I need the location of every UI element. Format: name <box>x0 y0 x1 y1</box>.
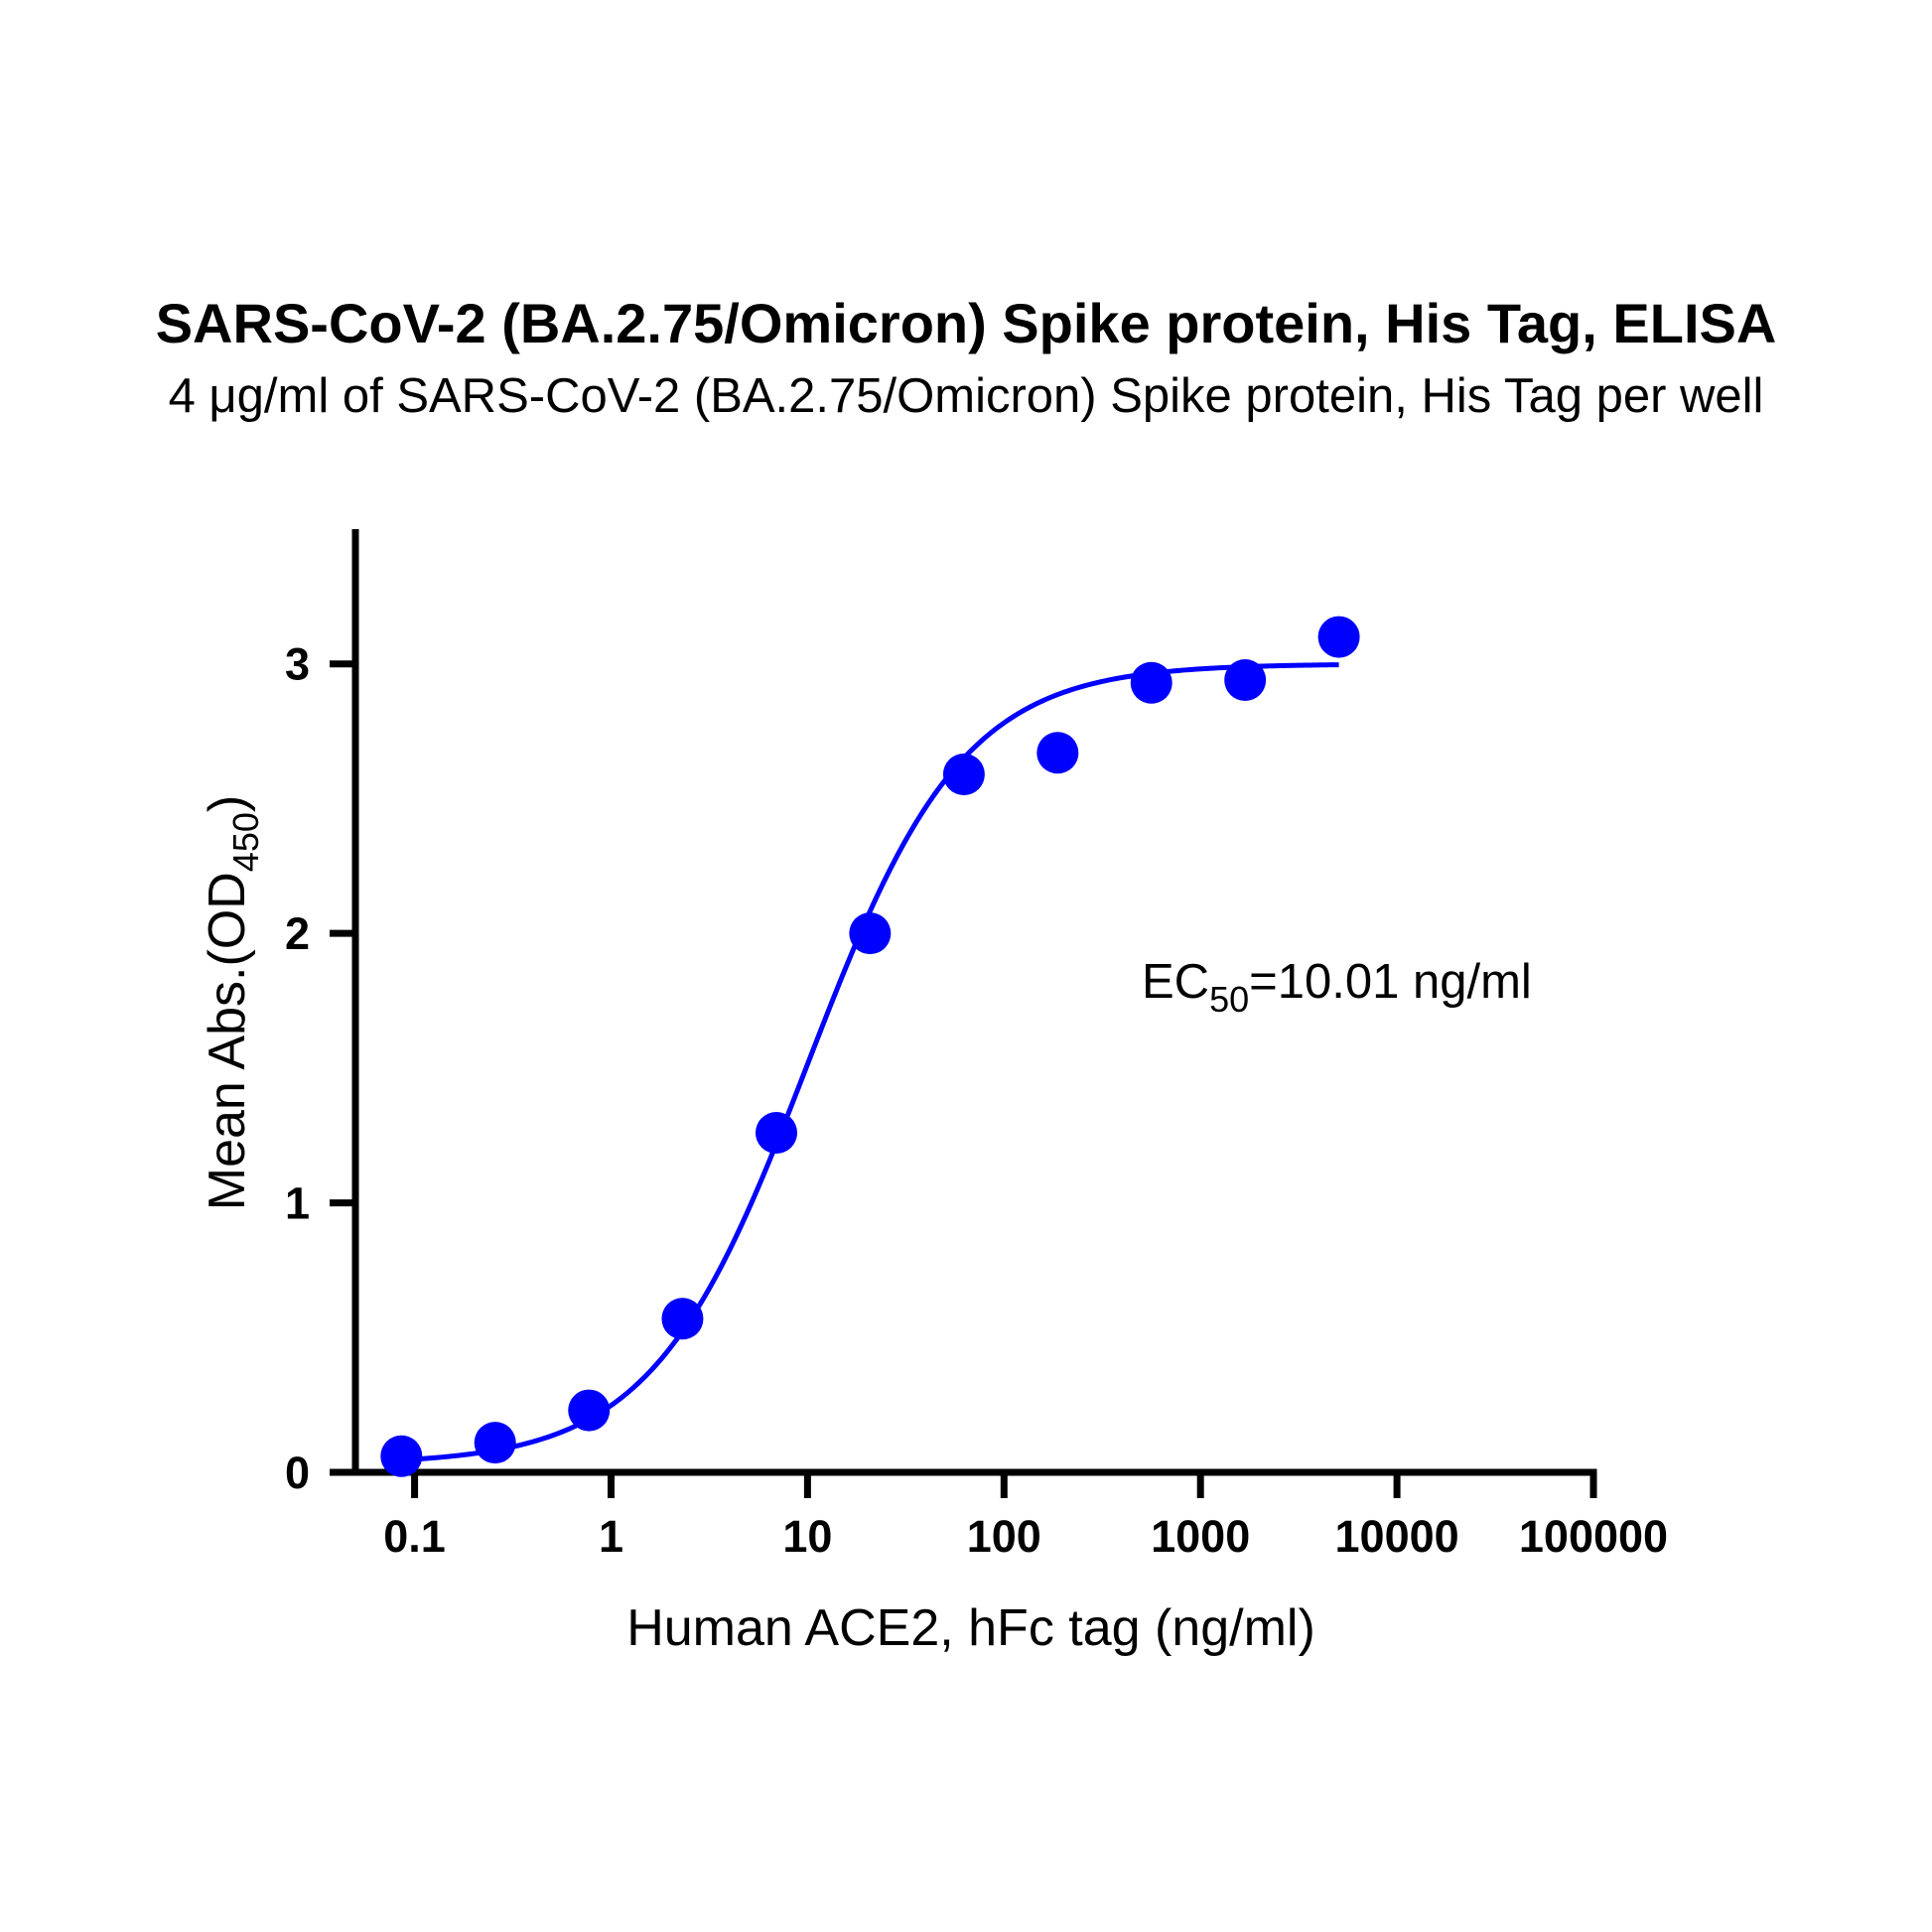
y-axis-label: Mean Abs.(OD450) <box>199 795 266 1210</box>
data-point <box>474 1422 516 1464</box>
x-tick-label: 1000 <box>1151 1511 1250 1562</box>
x-tick-label: 10000 <box>1335 1511 1459 1562</box>
ec50-value: =10.01 ng/ml <box>1249 955 1532 1009</box>
y-tick-label: 2 <box>285 908 310 959</box>
x-tick-label: 1 <box>599 1511 623 1562</box>
data-point <box>942 754 985 795</box>
y-axis: 0 1 2 3 <box>285 529 359 1498</box>
x-axis-label: Human ACE2, hFc tag (ng/ml) <box>626 1599 1315 1657</box>
data-point <box>1224 659 1267 701</box>
y-axis-label-sub: 450 <box>225 812 266 872</box>
data-point <box>1317 616 1360 658</box>
y-tick-label: 1 <box>285 1178 310 1229</box>
x-tick-label: 100 <box>967 1511 1041 1562</box>
x-tick-label: 10 <box>782 1511 832 1562</box>
ec50-prefix: EC <box>1142 955 1209 1009</box>
data-point <box>568 1389 611 1432</box>
data-point <box>755 1112 797 1154</box>
y-tick-label: 0 <box>285 1448 310 1498</box>
chart-title: SARS-CoV-2 (BA.2.75/Omicron) Spike prote… <box>156 292 1777 354</box>
ec50-annotation: EC50=10.01 ng/ml <box>1142 955 1532 1020</box>
y-axis-label-main: Mean Abs.(OD <box>199 872 256 1210</box>
x-tick-label: 100000 <box>1519 1511 1668 1562</box>
y-axis-label-close: ) <box>199 795 256 812</box>
ec50-sub: 50 <box>1209 979 1249 1020</box>
data-point <box>661 1298 704 1340</box>
fit-curve <box>401 662 1339 1463</box>
data-point <box>1130 661 1173 704</box>
x-axis: 0.1 1 10 100 1000 10000 100000 <box>351 1468 1668 1562</box>
data-point <box>1036 732 1079 774</box>
chart-subtitle: 4 μg/ml of SARS-CoV-2 (BA.2.75/Omicron) … <box>169 369 1764 423</box>
data-point <box>380 1435 423 1477</box>
data-point <box>849 912 892 955</box>
x-tick-label: 0.1 <box>383 1511 446 1562</box>
y-tick-label: 3 <box>285 639 310 690</box>
data-points <box>380 616 1360 1477</box>
